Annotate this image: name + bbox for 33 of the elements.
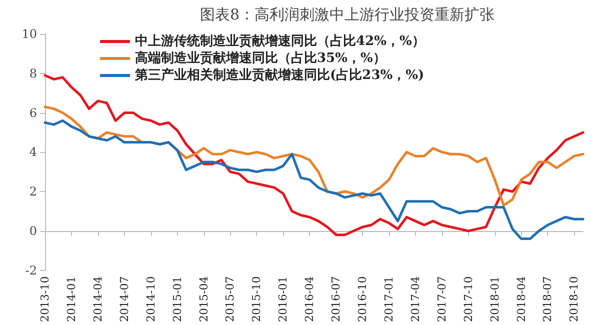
- y-tick-label: 6: [29, 106, 37, 120]
- y-tick-label: 8: [29, 66, 37, 80]
- x-tick-label: 2017-07: [435, 276, 448, 322]
- x-tick-label: 2018-04: [514, 276, 528, 322]
- x-tick-label: 2014-07: [118, 276, 131, 322]
- x-tick-label: 2018-10: [568, 276, 581, 322]
- x-tick-label: 2017-10: [462, 276, 475, 322]
- line-series: [44, 119, 584, 240]
- x-tick-label: 2014-10: [144, 276, 158, 322]
- x-tick-label: 2016-10: [356, 276, 370, 322]
- x-tick-label: 2017-04: [408, 276, 422, 322]
- legend-label: 中上游传统制造业贡献增速同比（占比42%，%）: [135, 33, 425, 49]
- x-tick-label: 2016-04: [303, 276, 316, 322]
- y-tick-label: 10: [22, 27, 37, 41]
- x-tick-label: 2016-01: [276, 276, 290, 322]
- x-tick-label: 2015-04: [197, 276, 210, 322]
- y-tick-label: 2: [29, 184, 37, 199]
- x-tick-label: 2014-04: [91, 276, 104, 322]
- x-tick-label: 2013-10: [38, 276, 52, 322]
- x-tick-label: 2014-01: [64, 276, 78, 322]
- x-tick-label: 2016-07: [330, 276, 343, 322]
- legend-label: 高端制造业贡献增速同比（占比35%，%）: [135, 50, 386, 66]
- x-tick-label: 2015-10: [250, 276, 264, 322]
- x-tick-label: 2017-01: [382, 276, 396, 322]
- y-tick-label: 0: [29, 224, 37, 238]
- x-tick-label: 2018-01: [488, 276, 502, 322]
- chart-title: 图表8：高利润刺激中上游行业投资重新扩张: [200, 6, 495, 24]
- x-tick-label: 2015-07: [224, 276, 237, 322]
- y-tick-label: 4: [29, 145, 38, 160]
- x-tick-label: 2015-01: [170, 276, 184, 322]
- x-tick-label: 2018-07: [541, 276, 554, 322]
- legend-label: 第三产业相关制造业贡献增速同比(占比23%，%): [134, 67, 424, 83]
- y-tick-label: -2: [25, 263, 37, 278]
